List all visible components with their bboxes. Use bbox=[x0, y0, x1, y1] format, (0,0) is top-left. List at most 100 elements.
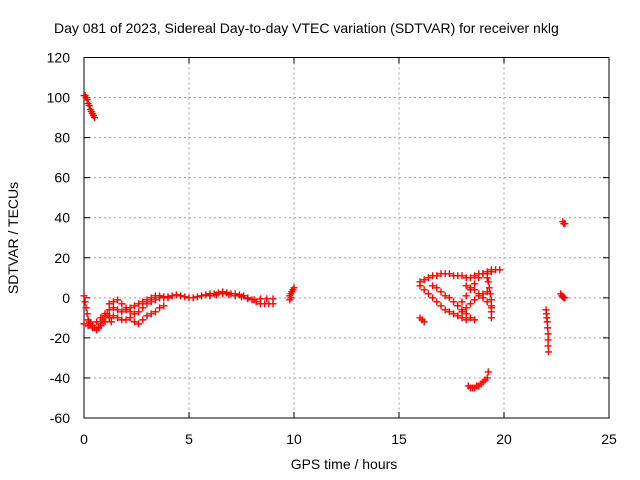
y-tick-label: -60 bbox=[50, 410, 70, 426]
data-point bbox=[83, 310, 91, 318]
data-point bbox=[458, 272, 466, 280]
data-point bbox=[143, 312, 151, 320]
data-point bbox=[466, 314, 474, 322]
data-point bbox=[126, 314, 134, 322]
y-tick-label: -20 bbox=[50, 330, 70, 346]
data-point bbox=[118, 300, 126, 308]
data-point bbox=[424, 290, 432, 298]
data-point bbox=[544, 324, 552, 332]
x-axis-title: GPS time / hours bbox=[291, 456, 398, 472]
data-point bbox=[151, 308, 159, 316]
data-point bbox=[420, 286, 428, 294]
data-point bbox=[83, 96, 91, 104]
series-arc-22 bbox=[542, 306, 553, 356]
data-point bbox=[151, 296, 159, 304]
data-point bbox=[130, 318, 138, 326]
data-point bbox=[114, 314, 122, 322]
data-point bbox=[544, 330, 552, 338]
data-point bbox=[433, 272, 441, 280]
data-point bbox=[105, 300, 113, 308]
data-point bbox=[202, 291, 210, 299]
data-point bbox=[135, 320, 143, 328]
data-point bbox=[424, 274, 432, 282]
data-point bbox=[496, 266, 504, 274]
data-point bbox=[139, 304, 147, 312]
data-point bbox=[471, 272, 479, 280]
tick-layer: -60 -40 -20 0 20 40 60 80 100 120 0 5 10 15 20 25 bbox=[47, 50, 617, 448]
data-point bbox=[561, 220, 569, 228]
data-point bbox=[193, 293, 201, 301]
grid-layer bbox=[84, 57, 609, 418]
plot-frame bbox=[83, 57, 610, 419]
x-tick-label: 5 bbox=[185, 431, 193, 447]
data-point bbox=[91, 114, 98, 122]
data-point bbox=[483, 274, 491, 282]
data-point bbox=[437, 302, 445, 310]
x-tick-label: 10 bbox=[286, 431, 302, 447]
data-point bbox=[172, 291, 180, 299]
data-point bbox=[256, 295, 264, 303]
data-point bbox=[97, 322, 105, 330]
data-point bbox=[462, 304, 470, 312]
data-point bbox=[466, 274, 474, 282]
data-point bbox=[433, 298, 441, 306]
data-point bbox=[130, 310, 138, 318]
data-point bbox=[483, 374, 491, 382]
data-point bbox=[105, 314, 113, 322]
data-point bbox=[105, 306, 113, 314]
y-tick-label: 0 bbox=[62, 290, 70, 306]
data-point bbox=[269, 295, 277, 303]
data-point bbox=[475, 292, 483, 300]
data-point bbox=[181, 293, 189, 301]
data-point bbox=[189, 294, 197, 302]
series-arc-16b bbox=[416, 282, 470, 324]
x-tick-label: 25 bbox=[601, 431, 617, 447]
data-point bbox=[561, 294, 569, 302]
data-point bbox=[445, 308, 453, 316]
data-point bbox=[420, 276, 428, 284]
data-point bbox=[147, 310, 155, 318]
data-point bbox=[109, 298, 117, 306]
y-tick-label: 80 bbox=[54, 130, 70, 146]
data-point bbox=[109, 312, 117, 320]
data-point bbox=[122, 304, 130, 312]
data-point bbox=[483, 268, 491, 276]
data-point bbox=[101, 318, 109, 326]
data-point bbox=[135, 308, 143, 316]
data-point bbox=[250, 296, 258, 304]
data-point bbox=[462, 316, 470, 324]
data-point bbox=[416, 282, 424, 290]
data-point bbox=[458, 308, 466, 316]
data-point bbox=[543, 318, 551, 326]
series-arc-long-b bbox=[206, 290, 277, 304]
data-point bbox=[450, 298, 458, 306]
data-point bbox=[85, 102, 93, 110]
data-point bbox=[244, 295, 252, 303]
data-point bbox=[143, 300, 151, 308]
series-arc-19 bbox=[483, 274, 495, 322]
series-arc-16d bbox=[416, 314, 428, 326]
series-arc-23a bbox=[559, 218, 569, 228]
data-point bbox=[212, 291, 220, 299]
y-tick-label: 120 bbox=[47, 50, 71, 66]
data-point bbox=[471, 316, 479, 324]
data-point bbox=[122, 316, 130, 324]
series-arc-low-1 bbox=[80, 302, 168, 334]
data-point bbox=[130, 302, 138, 310]
data-point bbox=[466, 300, 474, 308]
data-point bbox=[168, 292, 176, 300]
data-point bbox=[471, 296, 479, 304]
data-point bbox=[450, 310, 458, 318]
data-point bbox=[545, 348, 553, 356]
data-point bbox=[139, 298, 147, 306]
data-point bbox=[82, 304, 90, 312]
data-point bbox=[454, 312, 462, 320]
y-tick-label: -40 bbox=[50, 370, 70, 386]
data-point bbox=[433, 284, 441, 292]
data-point bbox=[147, 298, 155, 306]
data-point bbox=[97, 314, 105, 322]
data-point bbox=[487, 302, 495, 310]
data-point bbox=[429, 282, 437, 290]
series-arc-23b bbox=[557, 290, 569, 302]
data-point bbox=[458, 298, 466, 306]
